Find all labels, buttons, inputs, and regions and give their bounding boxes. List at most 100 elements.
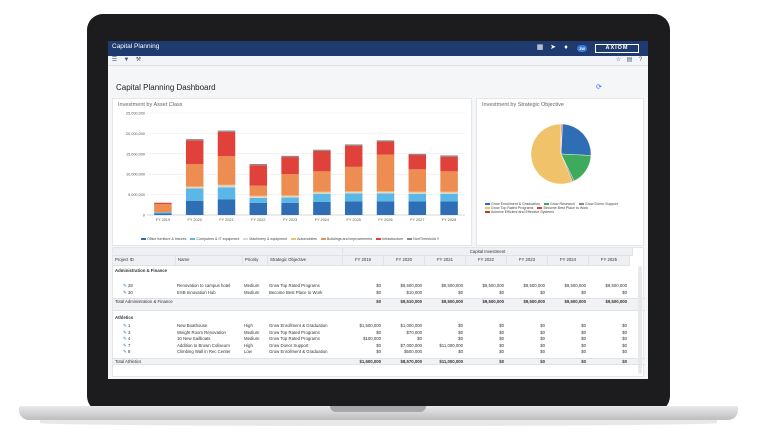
bar-segment[interactable] [313, 171, 331, 192]
bar-segment[interactable] [249, 165, 268, 186]
legend-item[interactable]: Buildings and improvements [320, 237, 372, 241]
bar-segment[interactable] [185, 186, 204, 188]
bell-icon[interactable]: ♦ [564, 44, 568, 51]
pie-slice[interactable] [560, 123, 563, 155]
bar-segment[interactable] [440, 155, 458, 157]
pie-slice[interactable] [560, 123, 592, 156]
bar-segment[interactable] [376, 191, 395, 193]
star-icon[interactable]: ☆ [615, 57, 622, 63]
project-id[interactable]: 4 [128, 336, 131, 341]
bar-segment[interactable] [344, 201, 363, 215]
edit-icon[interactable]: ✎ [123, 342, 129, 348]
bar-segment[interactable] [249, 202, 268, 215]
bar-segment[interactable] [185, 188, 204, 201]
col-year[interactable]: FY 2019 [343, 256, 384, 266]
bar-segment[interactable] [249, 195, 268, 197]
bar-segment[interactable] [440, 193, 458, 202]
bar-segment[interactable] [440, 192, 458, 194]
bar-segment[interactable] [344, 192, 363, 194]
col-name[interactable]: Name [176, 256, 243, 266]
legend-item[interactable]: Grow Top Rated Programs [485, 206, 533, 210]
menu-icon[interactable]: ☰ [111, 57, 118, 63]
bar-segment[interactable] [376, 192, 395, 194]
col-year[interactable]: FY 2022 [466, 256, 507, 266]
bar-segment[interactable] [440, 201, 458, 215]
bar-segment[interactable] [281, 196, 299, 198]
wrench-icon[interactable]: ⚒ [135, 57, 142, 63]
bar-segment[interactable] [313, 193, 331, 202]
bar-segment[interactable] [313, 150, 331, 172]
bar-segment[interactable] [217, 199, 236, 215]
col-year[interactable]: FY 2020 [384, 256, 425, 266]
bar-segment[interactable] [344, 144, 363, 146]
bar-segment[interactable] [344, 145, 363, 167]
bar-segment[interactable] [217, 130, 236, 132]
bar-segment[interactable] [408, 155, 427, 170]
bar-segment[interactable] [249, 185, 268, 196]
legend-item[interactable]: Computers & IT equipment [190, 237, 239, 241]
bar-segment[interactable] [376, 140, 395, 142]
edit-icon[interactable]: ✎ [123, 349, 129, 354]
bar-segment[interactable] [313, 192, 331, 194]
legend-item[interactable]: Infrastructure [376, 237, 403, 241]
col-priority[interactable]: Priority [243, 256, 268, 266]
bar-segment[interactable] [344, 191, 363, 193]
bar-segment[interactable] [313, 191, 331, 193]
bar-segment[interactable] [249, 164, 268, 166]
bar-segment[interactable] [281, 155, 299, 158]
bar-segment[interactable] [217, 184, 236, 186]
bar-segment[interactable] [249, 196, 268, 198]
bar-segment[interactable] [217, 185, 236, 188]
grid-icon[interactable]: ▦ [536, 44, 544, 51]
bar-segment[interactable] [376, 201, 395, 215]
legend-item[interactable]: NonThreshold Y [407, 237, 439, 241]
bar-segment[interactable] [281, 157, 299, 175]
col-year[interactable]: FY 2024 [548, 256, 589, 266]
bar-segment[interactable] [154, 213, 172, 215]
user-avatar[interactable]: JW [577, 45, 587, 52]
bar-segment[interactable] [376, 193, 395, 202]
refresh-icon[interactable]: ⟳ [596, 84, 602, 91]
col-strategic-objective[interactable]: Strategic Objective [268, 256, 343, 266]
bar-segment[interactable] [185, 140, 204, 164]
bar-segment[interactable] [440, 156, 458, 172]
bar-segment[interactable] [217, 187, 236, 200]
project-id[interactable]: 7 [128, 342, 131, 348]
bar-segment[interactable] [313, 201, 331, 215]
bar-segment[interactable] [376, 141, 395, 155]
filter-icon[interactable]: ▼ [123, 57, 130, 63]
bar-segment[interactable] [408, 169, 427, 192]
bar-segment[interactable] [185, 187, 204, 189]
pie-slice[interactable] [530, 123, 573, 185]
grid-scrollbar[interactable] [638, 266, 642, 374]
project-id[interactable]: 1 [128, 323, 131, 328]
col-year[interactable]: FY 2023 [507, 256, 548, 266]
legend-item[interactable]: Machinery & equipment [243, 237, 287, 241]
bar-segment[interactable] [217, 156, 236, 185]
legend-item[interactable]: Office furniture & fixtures [141, 237, 186, 241]
edit-icon[interactable]: ✎ [123, 329, 129, 335]
bar-segment[interactable] [408, 153, 427, 156]
bar-segment[interactable] [408, 193, 427, 202]
bar-segment[interactable] [281, 202, 299, 215]
edit-icon[interactable]: ✎ [123, 323, 129, 328]
bar-segment[interactable] [154, 202, 172, 204]
bar-segment[interactable] [281, 174, 299, 196]
col-year[interactable]: FY 2025 [589, 256, 630, 266]
document-icon[interactable]: ▤ [626, 57, 633, 63]
edit-icon[interactable]: ✎ [123, 289, 129, 295]
legend-item[interactable]: Grow Research [543, 202, 575, 206]
bar-segment[interactable] [408, 191, 427, 193]
col-project-id[interactable]: Project ID [113, 256, 176, 266]
bar-segment[interactable] [281, 197, 299, 203]
bar-segment[interactable] [376, 154, 395, 192]
col-year[interactable]: FY 2021 [425, 256, 466, 266]
bar-segment[interactable] [344, 193, 363, 202]
bar-segment[interactable] [408, 192, 427, 194]
bar-segment[interactable] [313, 149, 331, 151]
send-icon[interactable]: ➤ [550, 44, 556, 51]
bar-segment[interactable] [185, 139, 204, 141]
project-id[interactable]: 8 [128, 349, 131, 354]
bar-segment[interactable] [440, 191, 458, 193]
project-id[interactable]: 3 [128, 329, 131, 335]
